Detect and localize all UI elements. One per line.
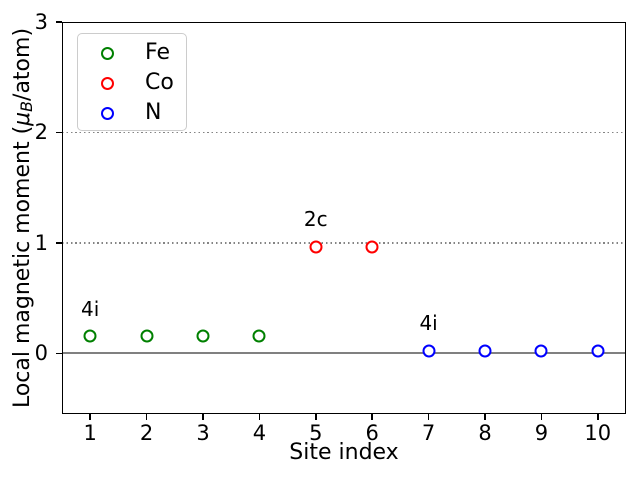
annotation-4i-0: 4i [81,297,100,322]
y-tick-mark-1 [56,242,62,244]
x-tick-mark-8 [484,414,486,420]
plot-area: Fe Co N 4i 2c 4i 1 2 3 4 5 6 7 8 9 10 0 1 2 3 [35,11,626,445]
x-tick-mark-2 [145,414,148,420]
gridline-dotted-y2 [62,131,626,134]
x-tick-label-10: 10 [584,421,612,445]
x-tick-mark-4 [258,414,261,420]
data-point-n-site-7 [422,344,436,358]
legend-marker-icon [101,46,114,60]
data-point-fe-site-3 [196,329,210,343]
y-tick-mark-3 [56,21,62,23]
x-tick-label-3: 3 [196,421,210,445]
y-tick-label-2: 2 [34,120,48,145]
annotation-2c-1: 2c [303,206,328,231]
data-point-n-site-9 [534,344,548,358]
x-tick-mark-7 [427,414,430,420]
x-tick-mark-1 [89,414,91,420]
y-tick-mark-2 [56,131,62,134]
y-tick-mark-0 [56,352,62,355]
annotation-4i-2: 4i [419,311,438,336]
y-axis-label-prefix: Local magnetic moment ( [9,125,35,409]
data-point-fe-site-4 [252,329,266,343]
x-tick-label-1: 1 [83,421,97,445]
x-tick-label-9: 9 [534,421,549,445]
x-tick-label-5: 5 [309,421,323,445]
data-point-n-site-8 [478,344,492,358]
x-tick-label-2: 2 [139,421,154,445]
x-tick-mark-3 [202,414,204,420]
zero-line [62,352,626,355]
data-point-n-site-10 [591,344,605,358]
legend-label: N [145,100,162,125]
data-point-co-site-5 [309,240,323,254]
x-tick-label-7: 7 [421,421,436,445]
mu-symbol: μ [9,111,35,126]
legend-marker-icon [101,76,114,90]
x-tick-mark-5 [315,414,317,420]
data-point-co-site-6 [365,240,379,254]
legend-item-co: Co [78,68,186,98]
y-axis-label-suffix: /atom) [9,27,35,101]
x-tick-label-4: 4 [252,421,267,445]
mu-subscript: B [17,100,37,112]
x-tick-label-6: 6 [365,421,379,445]
legend-item-n: N [78,98,186,128]
y-axis-label-text: Local magnetic moment (μB/atom) [10,28,36,408]
legend-label: Co [145,70,174,95]
x-tick-mark-6 [371,414,373,420]
x-tick-mark-9 [540,414,543,420]
x-tick-mark-10 [597,414,599,420]
y-tick-label-1: 1 [34,230,48,255]
y-tick-label-0: 0 [34,341,48,366]
legend: Fe Co N [77,33,187,131]
data-point-fe-site-1 [83,329,97,343]
legend-label: Fe [145,40,170,65]
legend-marker-icon [101,106,114,120]
y-tick-label-3: 3 [34,10,48,34]
data-point-fe-site-2 [140,329,154,343]
x-tick-label-8: 8 [478,421,492,445]
x-axis-label: Site index [289,440,399,465]
gridline-dotted-y1 [62,242,626,244]
legend-item-fe: Fe [78,38,186,68]
